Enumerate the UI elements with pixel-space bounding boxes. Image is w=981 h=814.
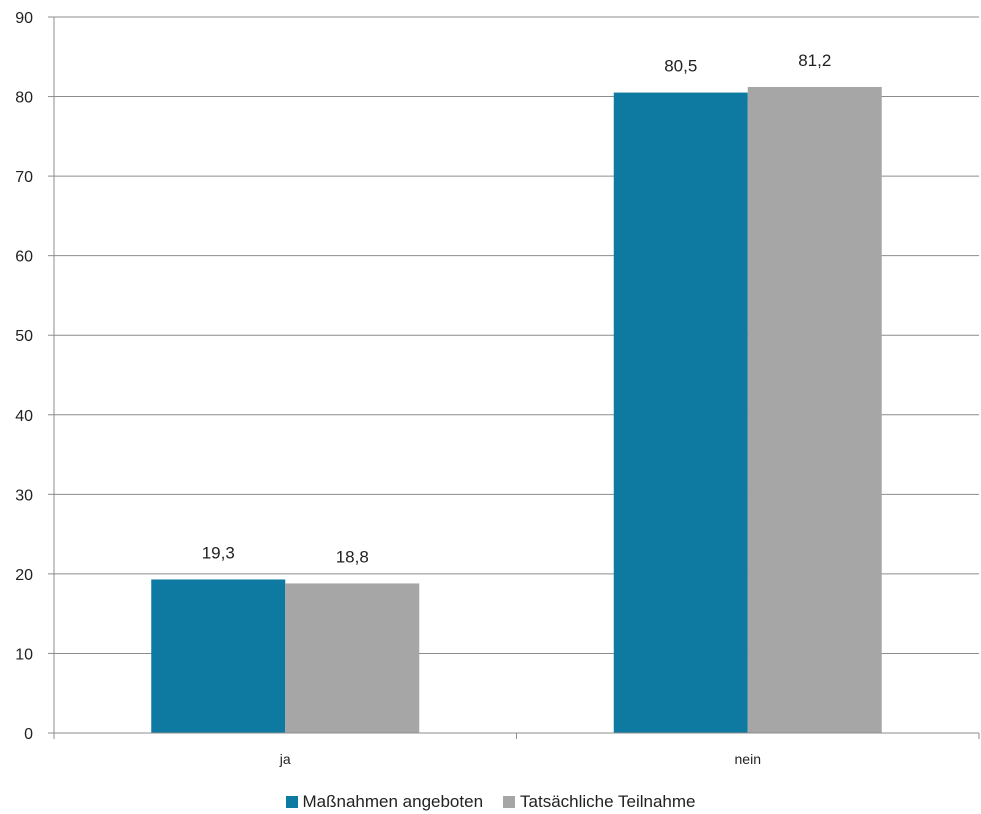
bar-chart: 0 10 20 30 40 50 60 70 80 90 19,3 18,8 80,5 81,2 ja n… bbox=[15, 10, 980, 767]
bar-ja-series-1 bbox=[285, 583, 420, 733]
legend-label-series-0: Maßnahmen angeboten bbox=[302, 792, 484, 811]
bars: 19,3 18,8 80,5 81,2 bbox=[151, 51, 882, 734]
y-tick-label: 50 bbox=[15, 328, 33, 345]
legend-swatch-series-1 bbox=[503, 796, 516, 808]
legend-item-series-0: Maßnahmen angeboten bbox=[285, 792, 484, 812]
data-label: 19,3 bbox=[202, 543, 235, 562]
legend-item-series-1: Tatsächliche Teilnahme bbox=[503, 792, 696, 812]
y-tick-label: 20 bbox=[15, 567, 33, 584]
y-tick-label: 10 bbox=[15, 646, 33, 663]
y-tick-label: 80 bbox=[15, 90, 33, 107]
bar-nein-series-1 bbox=[747, 87, 882, 733]
y-tick-label: 0 bbox=[24, 726, 33, 743]
y-tick-label: 70 bbox=[15, 169, 33, 186]
gridlines bbox=[54, 16, 979, 654]
y-tick-label: 90 bbox=[15, 10, 33, 27]
y-tick-label: 40 bbox=[15, 408, 33, 425]
x-category-label: nein bbox=[735, 751, 761, 767]
legend-label-series-1: Tatsächliche Teilnahme bbox=[520, 792, 696, 811]
y-tick-label: 30 bbox=[15, 487, 33, 504]
x-category-label: ja bbox=[279, 751, 291, 767]
data-label: 81,2 bbox=[798, 51, 831, 70]
bar-nein-series-0 bbox=[613, 92, 748, 734]
x-axis: ja nein bbox=[53, 732, 980, 767]
y-tick-label: 60 bbox=[15, 249, 33, 266]
legend: Maßnahmen angeboten Tatsächliche Teilnah… bbox=[0, 790, 981, 814]
data-label: 80,5 bbox=[664, 57, 697, 76]
bar-ja-series-0 bbox=[151, 579, 286, 733]
y-axis: 0 10 20 30 40 50 60 70 80 90 bbox=[15, 10, 55, 743]
data-label: 18,8 bbox=[336, 547, 369, 566]
legend-swatch-series-0 bbox=[285, 796, 298, 808]
